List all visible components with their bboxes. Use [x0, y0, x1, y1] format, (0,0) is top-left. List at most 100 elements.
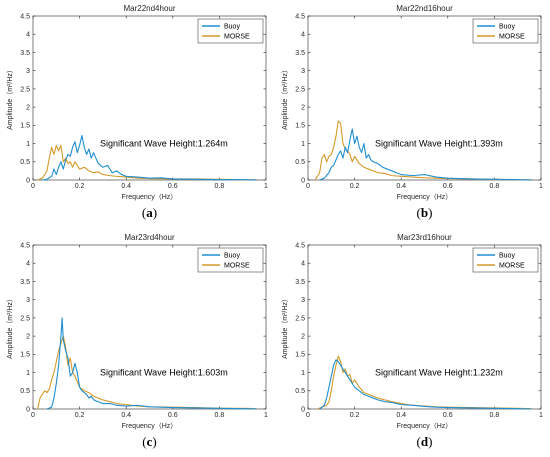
x-tick-label: 0.2 — [75, 412, 85, 419]
chart-panel-b: Mar22nd16hour 0 0.2 0.4 0.6 0.8 1 0 0.5 1 1.5 2 2.5 3… — [275, 0, 550, 228]
panel-label: (a) — [142, 205, 157, 220]
y-tick-label: 3.5 — [20, 279, 30, 286]
chart-title: Mar22nd4hour — [123, 4, 175, 13]
x-tick-label: 0.8 — [490, 412, 500, 419]
x-tick-label: 1 — [264, 183, 268, 190]
legend-entry-buoy: Buoy — [499, 24, 515, 31]
y-tick-label: 4.5 — [20, 13, 30, 20]
series-line-buoy — [319, 128, 532, 181]
significant-wave-height-annotation: Significant Wave Height:1.232m — [375, 367, 503, 377]
x-tick-label: 0.4 — [396, 183, 406, 190]
y-tick-label: 4.5 — [20, 242, 30, 249]
y-axis-label: Amplitude（m²/Hz） — [6, 295, 14, 359]
y-tick-label: 0.5 — [295, 388, 305, 395]
y-tick-label: 3.5 — [295, 50, 305, 57]
y-axis-label: Amplitude（m²/Hz） — [281, 66, 289, 130]
y-tick-label: 1 — [26, 141, 30, 148]
y-tick-label: 2 — [26, 334, 30, 341]
y-tick-label: 0 — [301, 406, 305, 413]
y-tick-label: 1.5 — [20, 123, 30, 130]
legend-entry-morse: MORSE — [224, 263, 250, 270]
y-tick-label: 2.5 — [295, 315, 305, 322]
legend-entry-buoy: Buoy — [499, 253, 515, 260]
x-tick-label: 0.2 — [350, 412, 360, 419]
legend-box — [197, 247, 264, 273]
y-tick-label: 3 — [26, 68, 30, 75]
y-axis-label: Amplitude（m²/Hz） — [281, 295, 289, 359]
legend-box — [472, 18, 539, 44]
chart-title: Mar22nd16hour — [396, 4, 453, 13]
y-tick-label: 4 — [26, 32, 30, 39]
chart-svg: Mar23rd16hour 0 0.2 0.4 0.6 0.8 1 0 0.5 1 1.5 2 2.5 3… — [281, 233, 543, 449]
y-tick-label: 4.5 — [295, 13, 305, 20]
significant-wave-height-annotation: Significant Wave Height:1.603m — [100, 367, 228, 377]
y-tick-label: 1 — [301, 370, 305, 377]
y-tick-label: 0.5 — [20, 159, 30, 166]
y-tick-label: 2 — [301, 334, 305, 341]
series-line-morse — [317, 355, 532, 410]
series-line-morse — [37, 144, 257, 181]
y-tick-label: 0 — [26, 177, 30, 184]
chart-title: Mar23rd4hour — [124, 233, 175, 242]
x-axis-label: Frequency（Hz） — [397, 193, 453, 201]
x-tick-label: 0.2 — [350, 183, 360, 190]
x-tick-label: 0.4 — [121, 183, 131, 190]
y-tick-label: 0.5 — [295, 159, 305, 166]
x-tick-label: 0.6 — [168, 412, 178, 419]
y-tick-label: 1.5 — [20, 352, 30, 359]
panel-label: (c) — [142, 434, 156, 449]
y-tick-label: 1.5 — [295, 123, 305, 130]
y-tick-label: 2.5 — [20, 315, 30, 322]
legend-entry-buoy: Buoy — [224, 253, 240, 260]
x-tick-label: 0 — [31, 412, 35, 419]
y-tick-label: 0.5 — [20, 388, 30, 395]
y-tick-label: 4.5 — [295, 242, 305, 249]
x-tick-label: 0.2 — [75, 183, 85, 190]
legend-entry-morse: MORSE — [499, 263, 525, 270]
legend-box — [472, 247, 539, 273]
x-axis-label: Frequency（Hz） — [397, 422, 453, 430]
legend-entry-morse: MORSE — [224, 34, 250, 41]
x-tick-label: 0 — [306, 412, 310, 419]
plot-area — [307, 15, 542, 181]
chart-svg: Mar23rd4hour 0 0.2 0.4 0.6 0.8 1 0 0.5 1 1.5 2 2.5 3 3… — [6, 233, 268, 449]
y-tick-label: 0 — [26, 406, 30, 413]
series-line-buoy — [319, 359, 532, 410]
y-tick-label: 4 — [301, 261, 305, 268]
panel-label: (b) — [417, 205, 433, 220]
x-tick-label: 0.4 — [121, 412, 131, 419]
plot-area — [307, 244, 542, 410]
series-line-buoy — [42, 134, 257, 181]
chart-panel-a: Mar22nd4hour 0 0.2 0.4 0.6 0.8 1 0 0.5 1 1.5 2 2.5 3 3… — [0, 0, 275, 228]
chart-svg: Mar22nd4hour 0 0.2 0.4 0.6 0.8 1 0 0.5 1 1.5 2 2.5 3 3… — [6, 4, 268, 220]
panel-label: (d) — [417, 434, 433, 449]
plot-area — [32, 244, 267, 410]
x-tick-label: 1 — [539, 412, 543, 419]
x-axis-label: Frequency（Hz） — [122, 422, 178, 430]
x-tick-label: 1 — [539, 183, 543, 190]
x-tick-label: 0.6 — [443, 183, 453, 190]
y-tick-label: 1 — [26, 370, 30, 377]
y-axis-label: Amplitude（m²/Hz） — [6, 66, 14, 130]
y-tick-label: 0 — [301, 177, 305, 184]
significant-wave-height-annotation: Significant Wave Height:1.264m — [100, 138, 228, 148]
x-tick-label: 0.8 — [490, 183, 500, 190]
y-tick-label: 3 — [26, 297, 30, 304]
chart-panel-c: Mar23rd4hour 0 0.2 0.4 0.6 0.8 1 0 0.5 1 1.5 2 2.5 3 3… — [0, 229, 275, 457]
x-tick-label: 1 — [264, 412, 268, 419]
y-tick-label: 3 — [301, 297, 305, 304]
y-tick-label: 2.5 — [20, 86, 30, 93]
chart-panel-d: Mar23rd16hour 0 0.2 0.4 0.6 0.8 1 0 0.5 1 1.5 2 2.5 3… — [275, 229, 550, 457]
chart-svg: Mar22nd16hour 0 0.2 0.4 0.6 0.8 1 0 0.5 1 1.5 2 2.5 3… — [281, 4, 543, 220]
y-tick-label: 3 — [301, 68, 305, 75]
y-tick-label: 4 — [301, 32, 305, 39]
y-tick-label: 3.5 — [295, 279, 305, 286]
significant-wave-height-annotation: Significant Wave Height:1.393m — [375, 138, 503, 148]
x-tick-label: 0 — [31, 183, 35, 190]
x-axis-label: Frequency（Hz） — [122, 193, 178, 201]
y-tick-label: 1 — [301, 141, 305, 148]
series-line-buoy — [46, 317, 257, 410]
y-tick-label: 2.5 — [295, 86, 305, 93]
x-tick-label: 0.8 — [215, 183, 225, 190]
legend-entry-morse: MORSE — [499, 34, 525, 41]
